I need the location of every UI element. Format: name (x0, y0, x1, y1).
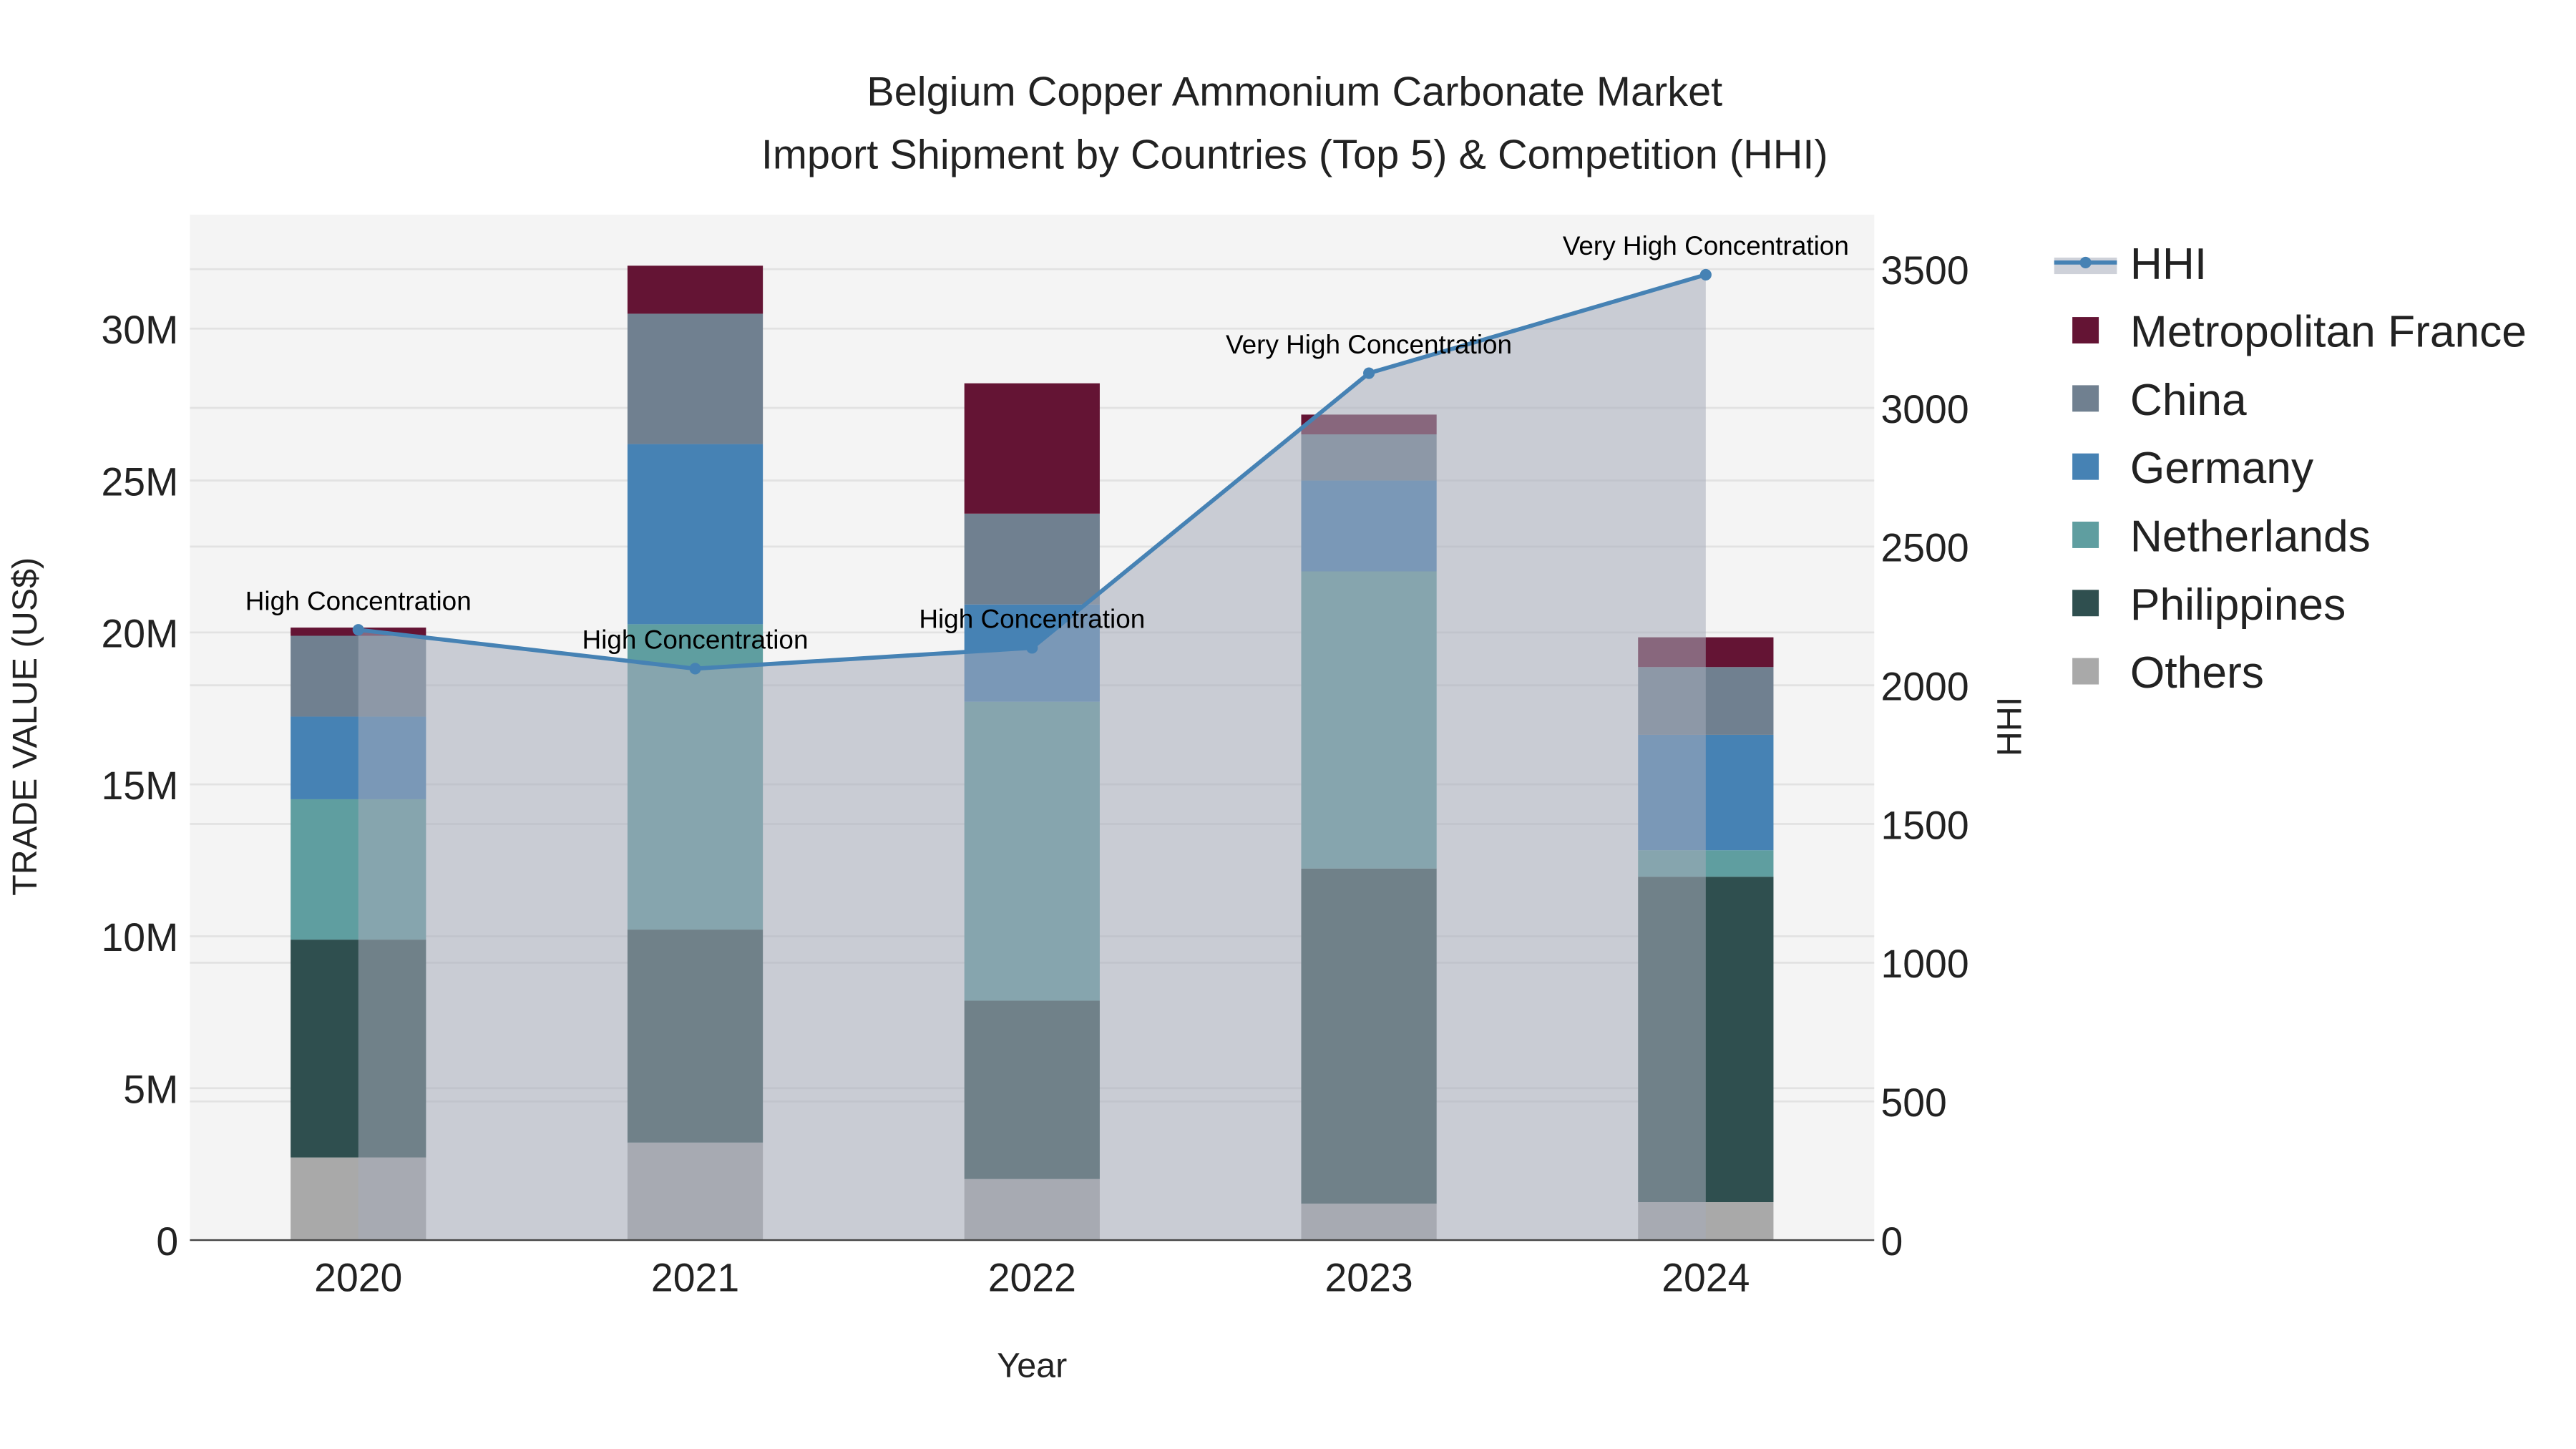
legend-item-netherlands: Netherlands (2072, 512, 2371, 562)
y2-tick-label: 3500 (1880, 248, 1968, 293)
bar-metropolitan-france-2021 (627, 265, 763, 314)
y-tick-label: 20M (101, 612, 178, 656)
y-tick-label: 30M (101, 308, 178, 352)
bar-germany-2021 (627, 444, 763, 625)
hhi-annotation-2023: Very High Concentration (1226, 330, 1512, 359)
x-tick-label: 2024 (1662, 1256, 1750, 1300)
y2-tick-label: 0 (1880, 1219, 1903, 1264)
x-tick-label: 2022 (988, 1256, 1076, 1300)
legend: HHI Metropolitan France China Germany Nether… (2054, 240, 2527, 698)
hhi-point-2023 (1363, 367, 1375, 379)
y2-tick-label: 1000 (1880, 942, 1968, 986)
legend-label: Netherlands (2130, 512, 2371, 562)
legend-swatch-hhi-marker (2079, 256, 2092, 268)
y-axis-title: TRADE VALUE (US$) (6, 557, 44, 896)
y-tick-label: 10M (101, 915, 178, 960)
bar-china-2022 (964, 513, 1100, 605)
y-tick-label: 5M (123, 1068, 178, 1112)
hhi-point-2024 (1699, 268, 1712, 280)
legend-label: Germany (2130, 444, 2314, 493)
hhi-annotation-2020: High Concentration (245, 586, 472, 615)
legend-item-philippines: Philippines (2072, 580, 2346, 630)
hhi-point-2022 (1026, 642, 1038, 654)
hhi-point-2020 (352, 624, 364, 636)
chart-subtitle: Import Shipment by Countries (Top 5) & C… (761, 132, 1828, 177)
x-tick-label: 2020 (314, 1256, 402, 1300)
legend-label: Metropolitan France (2130, 308, 2527, 357)
legend-swatch (2072, 385, 2099, 412)
legend-item-germany: Germany (2072, 444, 2314, 493)
hhi-annotation-2024: Very High Concentration (1563, 231, 1849, 260)
legend-item-metropolitan-france: Metropolitan France (2072, 308, 2527, 357)
y-tick-label: 25M (101, 459, 178, 504)
y2-tick-label: 500 (1880, 1080, 1946, 1125)
y-tick-label: 0 (156, 1219, 178, 1264)
y2-tick-label: 3000 (1880, 387, 1968, 431)
hhi-point-2021 (689, 663, 701, 675)
legend-swatch (2072, 522, 2099, 548)
bar-metropolitan-france-2022 (964, 383, 1100, 514)
legend-item-hhi: HHI (2054, 240, 2207, 289)
legend-swatch (2072, 590, 2099, 617)
legend-item-others: Others (2072, 648, 2264, 698)
legend-swatch (2072, 658, 2099, 685)
y-tick-label: 15M (101, 763, 178, 808)
legend-label: HHI (2130, 240, 2207, 289)
y2-tick-label: 2000 (1880, 664, 1968, 708)
hhi-area (358, 274, 1706, 1241)
bar-china-2021 (627, 313, 763, 444)
x-tick-label: 2023 (1324, 1256, 1413, 1300)
hhi-annotation-2022: High Concentration (919, 605, 1145, 634)
y2-axis-title: HHI (1991, 697, 2029, 756)
y2-tick-label: 1500 (1880, 803, 1968, 847)
x-tick-label: 2021 (651, 1256, 739, 1300)
legend-item-china: China (2072, 376, 2247, 425)
legend-label: China (2130, 376, 2247, 425)
hhi-annotation-2021: High Concentration (582, 625, 809, 655)
chart-title: Belgium Copper Ammonium Carbonate Market (867, 69, 1722, 115)
x-axis-title: Year (997, 1347, 1067, 1385)
y2-tick-label: 2500 (1880, 526, 1968, 570)
legend-swatch (2072, 317, 2099, 343)
legend-label: Philippines (2130, 580, 2346, 630)
legend-swatch (2072, 453, 2099, 480)
legend-label: Others (2130, 648, 2264, 698)
